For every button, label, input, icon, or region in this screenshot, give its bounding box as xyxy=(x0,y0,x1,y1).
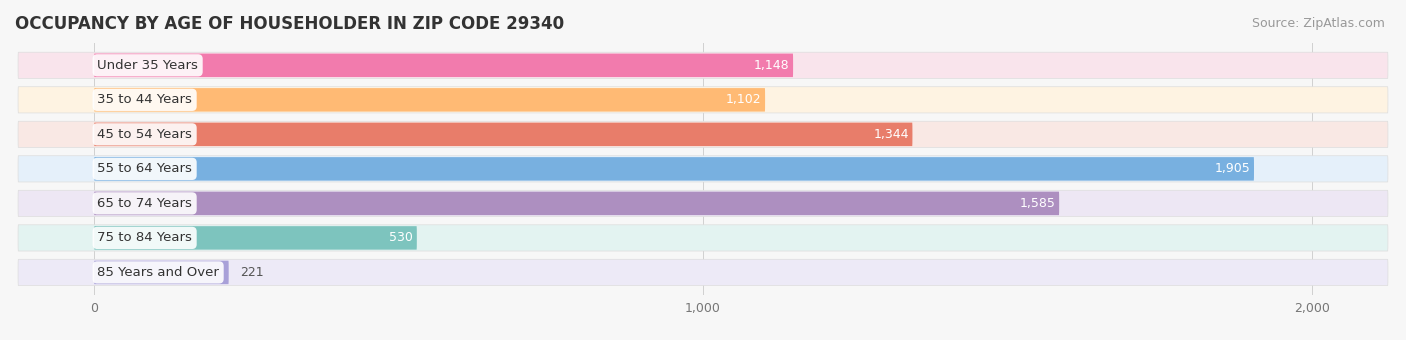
Text: 35 to 44 Years: 35 to 44 Years xyxy=(97,94,193,106)
Text: 1,585: 1,585 xyxy=(1019,197,1056,210)
Text: OCCUPANCY BY AGE OF HOUSEHOLDER IN ZIP CODE 29340: OCCUPANCY BY AGE OF HOUSEHOLDER IN ZIP C… xyxy=(15,15,564,33)
FancyBboxPatch shape xyxy=(94,192,1059,215)
FancyBboxPatch shape xyxy=(94,157,1254,181)
FancyBboxPatch shape xyxy=(94,54,793,77)
Text: 65 to 74 Years: 65 to 74 Years xyxy=(97,197,193,210)
FancyBboxPatch shape xyxy=(18,52,1388,79)
FancyBboxPatch shape xyxy=(18,156,1388,182)
Text: 530: 530 xyxy=(389,232,413,244)
FancyBboxPatch shape xyxy=(18,259,1388,286)
FancyBboxPatch shape xyxy=(94,261,229,284)
Text: 45 to 54 Years: 45 to 54 Years xyxy=(97,128,193,141)
Text: 1,148: 1,148 xyxy=(754,59,789,72)
FancyBboxPatch shape xyxy=(18,87,1388,113)
Text: Source: ZipAtlas.com: Source: ZipAtlas.com xyxy=(1251,17,1385,30)
Text: 1,905: 1,905 xyxy=(1215,163,1250,175)
Text: 55 to 64 Years: 55 to 64 Years xyxy=(97,163,193,175)
FancyBboxPatch shape xyxy=(94,226,416,250)
Text: 1,102: 1,102 xyxy=(725,94,762,106)
FancyBboxPatch shape xyxy=(18,225,1388,251)
Text: 75 to 84 Years: 75 to 84 Years xyxy=(97,232,193,244)
Text: Under 35 Years: Under 35 Years xyxy=(97,59,198,72)
FancyBboxPatch shape xyxy=(94,88,765,112)
Text: 85 Years and Over: 85 Years and Over xyxy=(97,266,219,279)
FancyBboxPatch shape xyxy=(18,121,1388,148)
FancyBboxPatch shape xyxy=(94,123,912,146)
FancyBboxPatch shape xyxy=(18,190,1388,217)
Text: 221: 221 xyxy=(239,266,263,279)
Text: 1,344: 1,344 xyxy=(873,128,908,141)
